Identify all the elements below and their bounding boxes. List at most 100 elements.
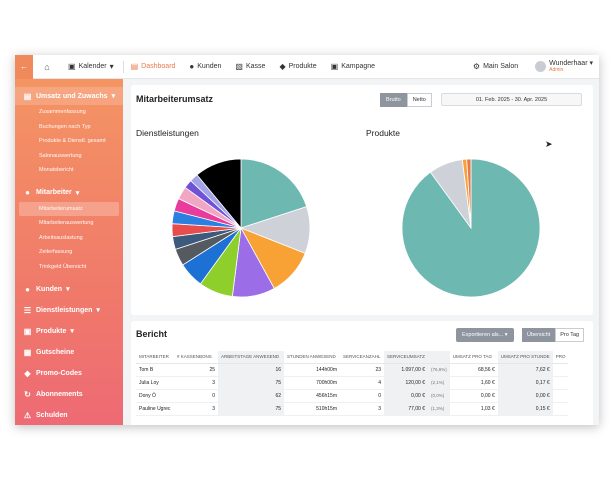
cell: 0,17 € — [497, 376, 553, 390]
sidebar-item[interactable]: Zeiterfassung — [39, 249, 73, 255]
caret-down-icon: ▾ — [109, 61, 114, 71]
cell — [552, 376, 569, 390]
table-row[interactable]: Tom B 25 16 144h00m 23 1.097,00 € (76,6%… — [136, 363, 569, 377]
col-header[interactable]: UMSATZ PRO TAG — [449, 351, 498, 364]
cell-name: Dony Ö — [136, 389, 174, 403]
chart-title-dienstleistungen: Dienstleistungen — [136, 128, 199, 138]
nav-kasse[interactable]: ▧ Kasse — [228, 55, 272, 79]
chart-title-produkte: Produkte — [366, 128, 401, 138]
cell: 700h00m — [284, 376, 340, 390]
home-icon[interactable]: ⌂ — [44, 61, 50, 72]
sidebar-item[interactable]: Trinkgeld Übersicht — [39, 263, 87, 270]
sidebar-item[interactable]: Buchungen nach Typ — [39, 123, 91, 130]
mouse-cursor-icon: ➤ — [545, 139, 553, 149]
per-day-button[interactable]: Pro Tag — [555, 328, 585, 342]
overview-button[interactable]: Übersicht — [522, 328, 556, 342]
cell: 77,00 € — [384, 402, 428, 416]
cell: 0 — [174, 389, 218, 403]
cell — [552, 363, 569, 377]
brutto-button[interactable]: Brutto — [380, 93, 407, 107]
nav-kunden[interactable]: ● Kunden — [182, 55, 228, 79]
sidebar-section-umsatz[interactable]: ▤ Umsatz und Zuwachs ▾ — [15, 87, 123, 105]
sidebar-section-produkte[interactable]: ▣ Produkte ▾ — [15, 322, 123, 340]
cell: 3 — [340, 402, 384, 416]
sidebar-item[interactable]: Mitarbeiterauswertung — [39, 220, 94, 226]
box-icon: ▣ — [23, 326, 32, 336]
sidebar-section-kunden[interactable]: ● Kunden ▾ — [15, 280, 123, 298]
cell — [552, 402, 569, 416]
sidebar-item-mitarbeiterumsatz[interactable]: Mitarbeiterumsatz — [19, 201, 119, 216]
cell: 16 — [218, 363, 284, 377]
sidebar-section-gutscheine[interactable]: ▦ Gutscheine — [15, 343, 123, 361]
caret-down-icon: ▾ — [75, 189, 80, 197]
nav-kampagne[interactable]: ▣ Kampagne — [324, 55, 382, 79]
sidebar-section-mitarbeiter[interactable]: ● Mitarbeiter ▾ — [15, 184, 123, 202]
brutto-netto-toggle: Brutto Netto — [380, 93, 432, 107]
cell: 0,15 € — [497, 402, 553, 416]
report-table: MITARBEITER # KASSENBONS ARBEITSTAGE ANW… — [136, 351, 569, 416]
users-icon: ● — [25, 284, 30, 294]
camera-icon: ▣ — [330, 61, 339, 71]
sidebar-item[interactable]: Produkte & Dienstl. gesamt — [39, 138, 106, 144]
netto-button[interactable]: Netto — [406, 93, 432, 107]
user-text: Wunderhaar ▾ Admin — [549, 60, 593, 73]
user-name: Wunderhaar ▾ — [549, 60, 593, 67]
sidebar-section-abonnements[interactable]: ↻ Abonnements — [15, 385, 123, 403]
section-label: Promo-Codes — [36, 369, 82, 377]
cell: 1.097,00 € — [384, 363, 428, 377]
products-pie-chart — [401, 158, 541, 298]
divider — [122, 60, 124, 73]
pie-slice[interactable] — [466, 158, 472, 229]
top-navbar: ← ⌂ ▣ Kalender ▾ ▤ Dashboard ● Kunden ▧ … — [15, 55, 599, 79]
salon-selector[interactable]: ⚙ Main Salon — [466, 55, 525, 79]
sidebar-item[interactable]: Arbeitsauslastung — [39, 234, 83, 241]
pie-slice[interactable] — [196, 158, 242, 230]
caret-down-icon: ▾ — [96, 307, 100, 314]
col-header[interactable]: # KASSENBONS — [174, 351, 218, 364]
col-header[interactable]: STUNDEN ANWESEND — [284, 351, 340, 364]
cell: 456h15m — [284, 389, 340, 403]
cell — [552, 389, 569, 403]
pie-slice[interactable] — [240, 158, 308, 229]
cell: 75 — [218, 402, 284, 416]
section-label: Kunden — [36, 285, 63, 293]
nav-produkte[interactable]: ◆ Produkte — [272, 55, 323, 79]
section-label: Produkte — [36, 327, 67, 335]
col-header[interactable]: SERVICEUMSATZ — [384, 351, 428, 364]
sidebar-item[interactable]: Zusammenfassung — [39, 109, 86, 115]
back-arrow-icon[interactable]: ← — [15, 55, 33, 79]
cell: 120,00 € — [384, 376, 428, 390]
caret-down-icon: ▾ — [70, 328, 74, 335]
sidebar-section-schulden[interactable]: ⚠ Schulden — [15, 406, 123, 424]
section-label: Mitarbeiter — [36, 189, 72, 196]
sidebar-section-dienstleistungen[interactable]: ☰ Dienstleistungen ▾ — [15, 301, 123, 319]
cell-percent: (0,0%) — [428, 389, 450, 403]
calendar-menu[interactable]: ▣ Kalender ▾ — [61, 55, 121, 79]
user-menu[interactable]: Wunderhaar ▾ Admin — [535, 60, 593, 73]
col-header[interactable]: PRO — [552, 351, 569, 364]
chart-icon: ▤ — [23, 91, 32, 101]
table-row[interactable]: Julia Loy 3 75 700h00m 4 120,00 € (2,1%)… — [136, 376, 569, 390]
date-range-picker[interactable]: 01. Feb. 2025 - 30. Apr. 2025 — [441, 93, 582, 106]
col-header[interactable]: ARBEITSTAGE ANWESEND — [218, 351, 284, 364]
col-header[interactable]: MITARBEITER — [136, 351, 174, 364]
sidebar-section-promo[interactable]: ◆ Promo-Codes — [15, 364, 123, 382]
cell-name: Tom B — [136, 363, 174, 377]
export-button[interactable]: Exportieren als... ▾ — [456, 328, 514, 342]
table-row[interactable]: Dony Ö 0 62 456h15m 0 0,00 € (0,0%) 0,00… — [136, 389, 569, 403]
section-label: Gutscheine — [36, 348, 75, 356]
sidebar-item[interactable]: Monatsbericht — [39, 167, 74, 173]
col-header[interactable]: UMSATZ PRO STUNDE — [497, 351, 553, 364]
cell: 0,00 € — [449, 389, 498, 403]
page-title: Mitarbeiterumsatz — [136, 94, 214, 104]
nav-dashboard[interactable]: ▤ Dashboard — [124, 55, 183, 79]
nav-label: Kasse — [245, 63, 266, 70]
section-label: Dienstleistungen — [36, 306, 93, 314]
sidebar-item[interactable]: Salonauswertung — [39, 152, 82, 159]
cell: 0 — [340, 389, 384, 403]
table-row[interactable]: Pauline Ugrec 3 75 510h15m 3 77,00 € (1,… — [136, 402, 569, 416]
col-header[interactable]: SERVICEANZAHL — [340, 351, 384, 364]
table-header-row: MITARBEITER # KASSENBONS ARBEITSTAGE ANW… — [136, 351, 569, 364]
cell-percent: (1,3%) — [428, 402, 450, 416]
cell: 23 — [340, 363, 384, 377]
